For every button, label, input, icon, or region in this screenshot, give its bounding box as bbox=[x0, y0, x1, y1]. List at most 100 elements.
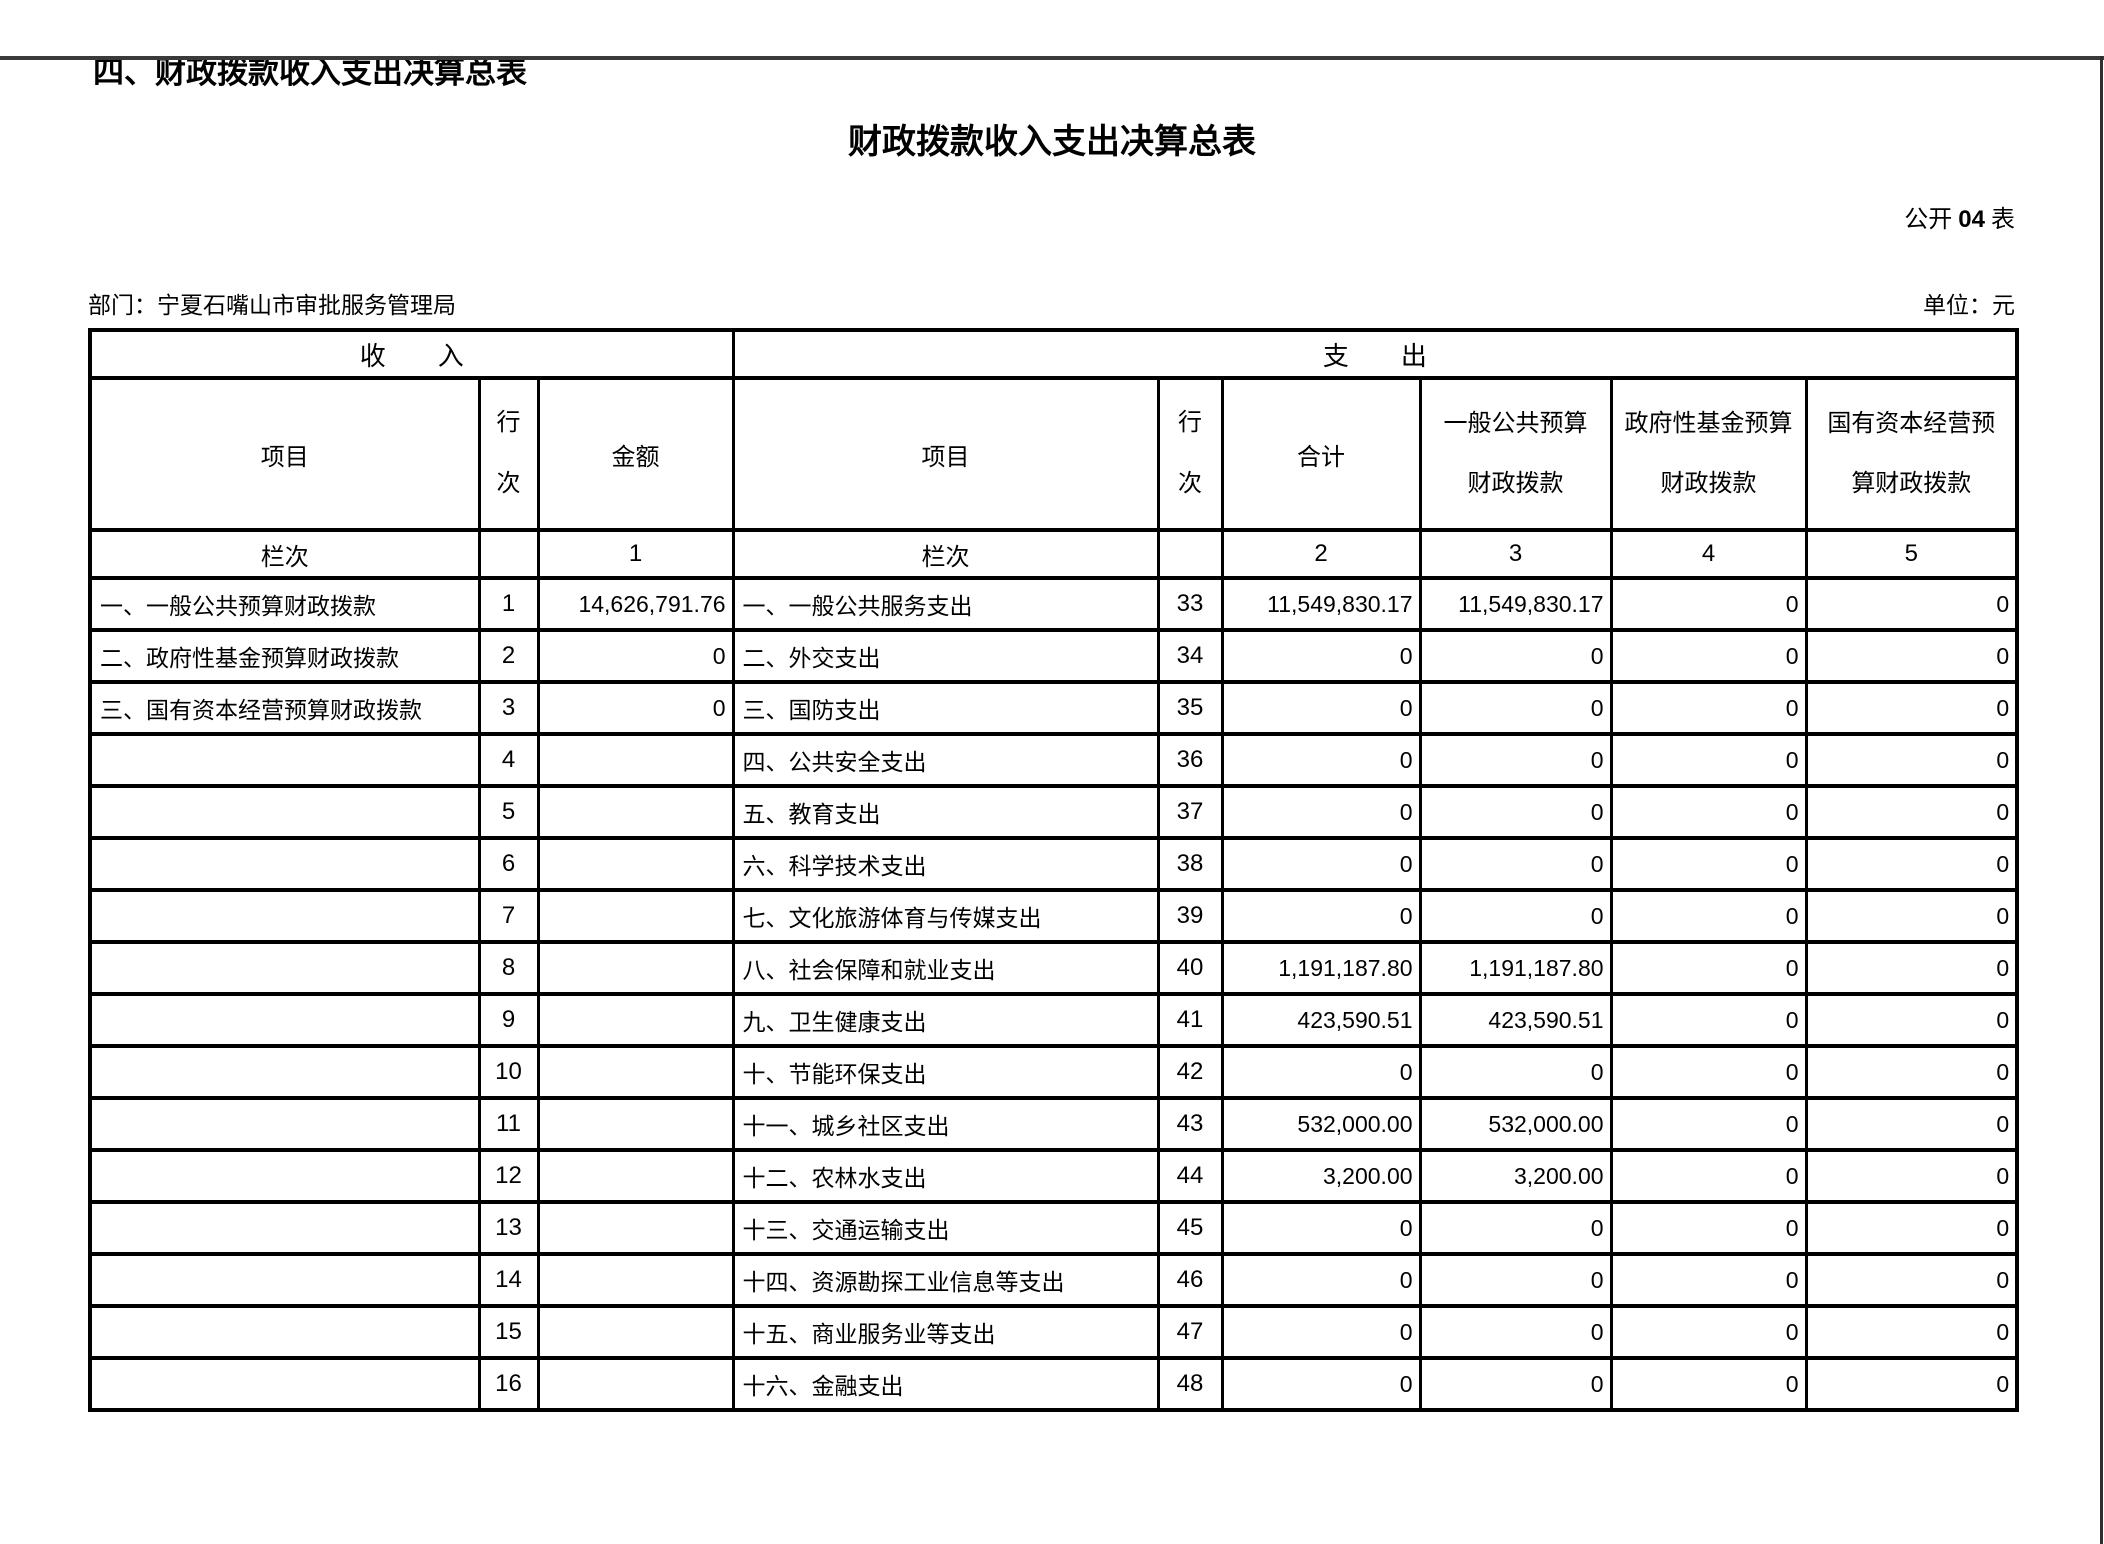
expense-item-cell: 一、一般公共服务支出 bbox=[731, 576, 1160, 633]
expense-general-budget-cell: 0 bbox=[1418, 784, 1613, 841]
income-item-cell bbox=[88, 732, 481, 789]
income-amount-cell bbox=[536, 836, 735, 893]
col-expense-row-no: 行次 bbox=[1156, 376, 1224, 533]
expense-state-capital-cell: 0 bbox=[1804, 576, 2019, 633]
income-amount-cell: 0 bbox=[536, 628, 735, 685]
income-item-cell bbox=[88, 1356, 481, 1413]
income-amount-cell bbox=[536, 732, 735, 789]
table-meta-row: 部门：宁夏石嘴山市审批服务管理局 单位：元 bbox=[88, 286, 2015, 320]
expense-general-budget-cell: 0 bbox=[1418, 1356, 1613, 1413]
income-item-cell bbox=[88, 1096, 481, 1153]
expense-gov-fund-cell: 0 bbox=[1609, 1304, 1808, 1361]
income-row-no-cell: 16 bbox=[477, 1356, 540, 1413]
expense-general-budget-cell: 3,200.00 bbox=[1418, 1148, 1613, 1205]
expense-total-cell: 11,549,830.17 bbox=[1220, 576, 1422, 633]
expense-total-cell: 0 bbox=[1220, 732, 1422, 789]
income-amount-cell bbox=[536, 784, 735, 841]
expense-row-no-cell: 39 bbox=[1156, 888, 1224, 945]
col-expense-gov-fund: 政府性基金预算财政拨款 bbox=[1609, 376, 1808, 533]
expense-item-cell: 六、科学技术支出 bbox=[731, 836, 1160, 893]
expense-gov-fund-cell: 0 bbox=[1609, 576, 1808, 633]
income-row-no-cell: 11 bbox=[477, 1096, 540, 1153]
col-expense-general-budget: 一般公共预算财政拨款 bbox=[1418, 376, 1613, 533]
expense-item-cell: 十、节能环保支出 bbox=[731, 1044, 1160, 1101]
expense-row-no-cell: 43 bbox=[1156, 1096, 1224, 1153]
expense-total-cell: 532,000.00 bbox=[1220, 1096, 1422, 1153]
expense-total-cell: 0 bbox=[1220, 888, 1422, 945]
table-row: 5 五、教育支出 37 0 0 0 0 bbox=[88, 784, 2019, 841]
expense-row-no-cell: 36 bbox=[1156, 732, 1224, 789]
expense-gov-fund-cell: 0 bbox=[1609, 628, 1808, 685]
income-amount-cell bbox=[536, 1148, 735, 1205]
index-expense-row-no bbox=[1156, 528, 1224, 581]
col-expense-state-capital: 国有资本经营预算财政拨款 bbox=[1804, 376, 2019, 533]
expense-row-no-cell: 46 bbox=[1156, 1252, 1224, 1309]
expense-gov-fund-cell: 0 bbox=[1609, 1200, 1808, 1257]
col-income-row-no: 行次 bbox=[477, 376, 540, 533]
income-item-cell bbox=[88, 836, 481, 893]
index-income-amount: 1 bbox=[536, 528, 735, 581]
income-amount-cell bbox=[536, 940, 735, 997]
expense-item-cell: 七、文化旅游体育与传媒支出 bbox=[731, 888, 1160, 945]
expense-total-cell: 0 bbox=[1220, 628, 1422, 685]
income-row-no-cell: 13 bbox=[477, 1200, 540, 1257]
expense-total-cell: 0 bbox=[1220, 1252, 1422, 1309]
expense-item-cell: 十四、资源勘探工业信息等支出 bbox=[731, 1252, 1160, 1309]
expense-gov-fund-cell: 0 bbox=[1609, 1096, 1808, 1153]
expense-item-cell: 四、公共安全支出 bbox=[731, 732, 1160, 789]
expense-total-cell: 3,200.00 bbox=[1220, 1148, 1422, 1205]
expense-row-no-cell: 40 bbox=[1156, 940, 1224, 997]
income-item-cell bbox=[88, 1252, 481, 1309]
income-section-header: 收 入 bbox=[88, 328, 735, 381]
expense-state-capital-cell: 0 bbox=[1804, 1200, 2019, 1257]
income-row-no-cell: 3 bbox=[477, 680, 540, 737]
expense-state-capital-cell: 0 bbox=[1804, 940, 2019, 997]
expense-item-cell: 十一、城乡社区支出 bbox=[731, 1096, 1160, 1153]
index-expense-item: 栏次 bbox=[731, 528, 1160, 581]
expense-general-budget-cell: 423,590.51 bbox=[1418, 992, 1613, 1049]
income-amount-cell bbox=[536, 1200, 735, 1257]
expense-item-cell: 十三、交通运输支出 bbox=[731, 1200, 1160, 1257]
income-row-no-cell: 1 bbox=[477, 576, 540, 633]
table-row: 10 十、节能环保支出 42 0 0 0 0 bbox=[88, 1044, 2019, 1101]
income-amount-cell: 14,626,791.76 bbox=[536, 576, 735, 633]
income-row-no-cell: 10 bbox=[477, 1044, 540, 1101]
expense-total-cell: 0 bbox=[1220, 1304, 1422, 1361]
expense-item-cell: 十五、商业服务业等支出 bbox=[731, 1304, 1160, 1361]
expense-state-capital-cell: 0 bbox=[1804, 888, 2019, 945]
expense-row-no-cell: 33 bbox=[1156, 576, 1224, 633]
expense-state-capital-cell: 0 bbox=[1804, 732, 2019, 789]
income-item-cell bbox=[88, 940, 481, 997]
income-row-no-cell: 9 bbox=[477, 992, 540, 1049]
income-row-no-cell: 8 bbox=[477, 940, 540, 997]
table-row: 12 十二、农林水支出 44 3,200.00 3,200.00 0 0 bbox=[88, 1148, 2019, 1205]
col-expense-item: 项目 bbox=[731, 376, 1160, 533]
window-top-edge bbox=[0, 56, 2104, 60]
department-label: 部门：宁夏石嘴山市审批服务管理局 bbox=[88, 293, 456, 319]
income-item-cell bbox=[88, 1200, 481, 1257]
expense-general-budget-cell: 532,000.00 bbox=[1418, 1096, 1613, 1153]
expense-section-header: 支 出 bbox=[731, 328, 2019, 381]
expense-item-cell: 五、教育支出 bbox=[731, 784, 1160, 841]
income-row-no-cell: 4 bbox=[477, 732, 540, 789]
expense-general-budget-cell: 0 bbox=[1418, 888, 1613, 945]
table-row: 13 十三、交通运输支出 45 0 0 0 0 bbox=[88, 1200, 2019, 1257]
expense-general-budget-cell: 0 bbox=[1418, 1200, 1613, 1257]
expense-row-no-cell: 41 bbox=[1156, 992, 1224, 1049]
page-right-border bbox=[2100, 56, 2103, 1544]
expense-gov-fund-cell: 0 bbox=[1609, 836, 1808, 893]
expense-general-budget-cell: 0 bbox=[1418, 1252, 1613, 1309]
expense-total-cell: 1,191,187.80 bbox=[1220, 940, 1422, 997]
table-row: 16 十六、金融支出 48 0 0 0 0 bbox=[88, 1356, 2019, 1413]
expense-item-cell: 十六、金融支出 bbox=[731, 1356, 1160, 1413]
column-header-row: 项目 行次 金额 项目 行次 合计 一般公共预算财政拨款 政府性基金预算财政拨款… bbox=[88, 376, 2019, 533]
index-income-item: 栏次 bbox=[88, 528, 481, 581]
table-row: 9 九、卫生健康支出 41 423,590.51 423,590.51 0 0 bbox=[88, 992, 2019, 1049]
expense-state-capital-cell: 0 bbox=[1804, 992, 2019, 1049]
expense-general-budget-cell: 0 bbox=[1418, 1304, 1613, 1361]
income-item-cell bbox=[88, 1148, 481, 1205]
expense-state-capital-cell: 0 bbox=[1804, 1096, 2019, 1153]
income-item-cell bbox=[88, 1304, 481, 1361]
table-row: 一、一般公共预算财政拨款 1 14,626,791.76 一、一般公共服务支出 … bbox=[88, 576, 2019, 633]
income-amount-cell bbox=[536, 888, 735, 945]
